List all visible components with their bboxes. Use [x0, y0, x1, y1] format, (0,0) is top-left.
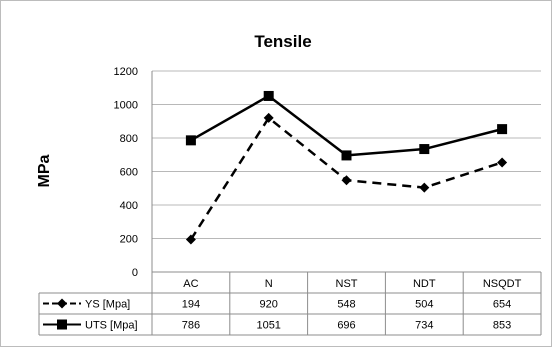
- x-category-label: NDT: [413, 278, 436, 290]
- data-point-square: [57, 319, 67, 330]
- data-point-diamond: [497, 157, 508, 168]
- legend-series-name: UTS [Mpa]: [85, 320, 138, 332]
- data-table-cell: 853: [493, 320, 511, 332]
- data-point-diamond: [419, 182, 430, 193]
- data-table-cell: 920: [260, 299, 278, 311]
- data-table-cell: 734: [415, 320, 433, 332]
- axes: 0 200 400 600 800 1000 1200: [114, 66, 153, 279]
- data-point-square: [497, 124, 508, 135]
- data-point-square: [263, 90, 274, 101]
- data-table-cell: 786: [182, 320, 200, 332]
- data-point-diamond: [341, 175, 352, 186]
- y-axis-label: MPa: [36, 154, 53, 187]
- data-point-diamond: [263, 112, 274, 123]
- gridlines: [152, 70, 541, 239]
- data-table-cell: 1051: [256, 320, 280, 332]
- data-table-cell: 654: [493, 299, 511, 311]
- x-category-label: N: [265, 278, 273, 290]
- x-category-label: AC: [183, 278, 198, 290]
- data-table-cell: 504: [415, 299, 433, 311]
- y-tick-label: 0: [132, 267, 138, 279]
- data-point-square: [185, 135, 196, 146]
- data-point-diamond: [57, 298, 67, 309]
- data-table-cell: 696: [337, 320, 355, 332]
- y-tick-label: 1000: [114, 100, 138, 112]
- data-point-square: [419, 144, 430, 155]
- x-category-label: NST: [336, 278, 358, 290]
- data-table: AC N NST NDT NSQDT YS [Mpa] 194 920 548 504 654 UTS…: [38, 271, 542, 336]
- data-point-diamond: [185, 234, 196, 245]
- data-table-cell: 548: [337, 299, 355, 311]
- y-tick-label: 600: [120, 167, 138, 179]
- y-tick-label: 1200: [114, 66, 138, 78]
- chart-title: Tensile: [254, 32, 311, 51]
- y-tick-label: 400: [120, 200, 138, 212]
- data-point-square: [341, 150, 352, 161]
- legend-series-name: YS [Mpa]: [85, 299, 130, 311]
- y-tick-label: 800: [120, 133, 138, 145]
- x-category-label: NSQDT: [483, 278, 522, 290]
- series-lines: [185, 90, 508, 245]
- y-tick-label: 200: [120, 234, 138, 246]
- data-table-cell: 194: [182, 299, 200, 311]
